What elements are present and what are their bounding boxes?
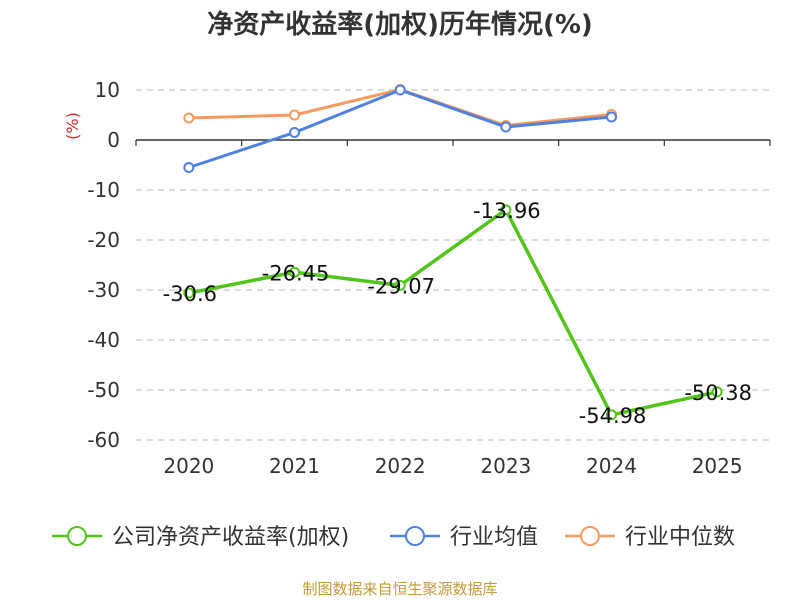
x-tick-label: 2024 xyxy=(586,454,637,478)
y-tick-label: -40 xyxy=(87,328,120,352)
x-tick-label: 2022 xyxy=(375,454,426,478)
data-point xyxy=(500,204,512,216)
data-point xyxy=(183,112,195,124)
series-0 xyxy=(183,204,723,421)
legend-item[interactable]: 公司净资产收益率(加权) xyxy=(52,525,349,550)
x-tick-label: 2023 xyxy=(480,454,531,478)
x-tick-label: 2025 xyxy=(692,454,743,478)
series-line xyxy=(188,208,718,417)
gridlines xyxy=(136,89,770,441)
data-point xyxy=(289,266,300,278)
x-tick-label: 2020 xyxy=(163,454,214,478)
data-point xyxy=(289,109,300,121)
legend-label: 公司净资产收益率(加权) xyxy=(112,525,349,550)
x-axis-ticks: 2020 2021 2022 2023 2024 2025 xyxy=(163,454,742,478)
y-tick-label: -50 xyxy=(87,378,120,402)
y-axis-unit-label: (%) xyxy=(63,112,82,140)
y-tick-label: 0 xyxy=(107,128,120,152)
data-point xyxy=(289,127,300,138)
data-label: -29.07 xyxy=(367,274,435,298)
data-label: -54.98 xyxy=(579,404,647,428)
data-point xyxy=(183,162,195,173)
data-point xyxy=(606,409,617,421)
data-point xyxy=(500,121,512,133)
chart-title: 净资产收益率(加权)历年情况(%) xyxy=(207,9,593,40)
y-tick-label: -20 xyxy=(87,228,120,252)
legend-marker xyxy=(67,526,87,546)
legend-marker xyxy=(405,526,425,546)
y-tick-label: -10 xyxy=(87,178,120,202)
legend-item[interactable]: 行业中位数 xyxy=(565,525,735,550)
data-point xyxy=(711,386,723,398)
data-label: -50.38 xyxy=(684,381,752,405)
series-1 xyxy=(183,84,617,173)
data-label: -13.96 xyxy=(473,199,541,223)
series-lines xyxy=(183,84,723,421)
legend-marker xyxy=(580,526,600,546)
data-point xyxy=(394,84,406,96)
data-labels: -30.6 -26.45 -29.07 -13.96 -54.98 -50.38 xyxy=(163,199,752,428)
y-tick-label: -60 xyxy=(87,428,120,452)
legend-label: 行业均值 xyxy=(450,525,538,550)
y-tick-label: -30 xyxy=(87,278,120,302)
data-label: -30.6 xyxy=(163,282,217,306)
legend-label: 行业中位数 xyxy=(625,525,735,550)
data-label: -26.45 xyxy=(262,261,330,285)
data-point xyxy=(394,279,406,291)
data-point xyxy=(606,111,617,123)
y-axis-ticks: 10 0 -10 -20 -30 -40 -50 -60 xyxy=(87,78,120,452)
y-tick-label: 10 xyxy=(95,78,120,102)
x-tick-label: 2021 xyxy=(269,454,320,478)
data-point xyxy=(183,287,195,299)
source-note: 制图数据来自恒生聚源数据库 xyxy=(302,580,497,598)
series-line xyxy=(188,88,612,169)
legend[interactable]: 公司净资产收益率(加权) 行业均值 行业中位数 xyxy=(52,525,735,550)
x-axis xyxy=(135,139,771,146)
legend-item[interactable]: 行业均值 xyxy=(390,525,538,550)
